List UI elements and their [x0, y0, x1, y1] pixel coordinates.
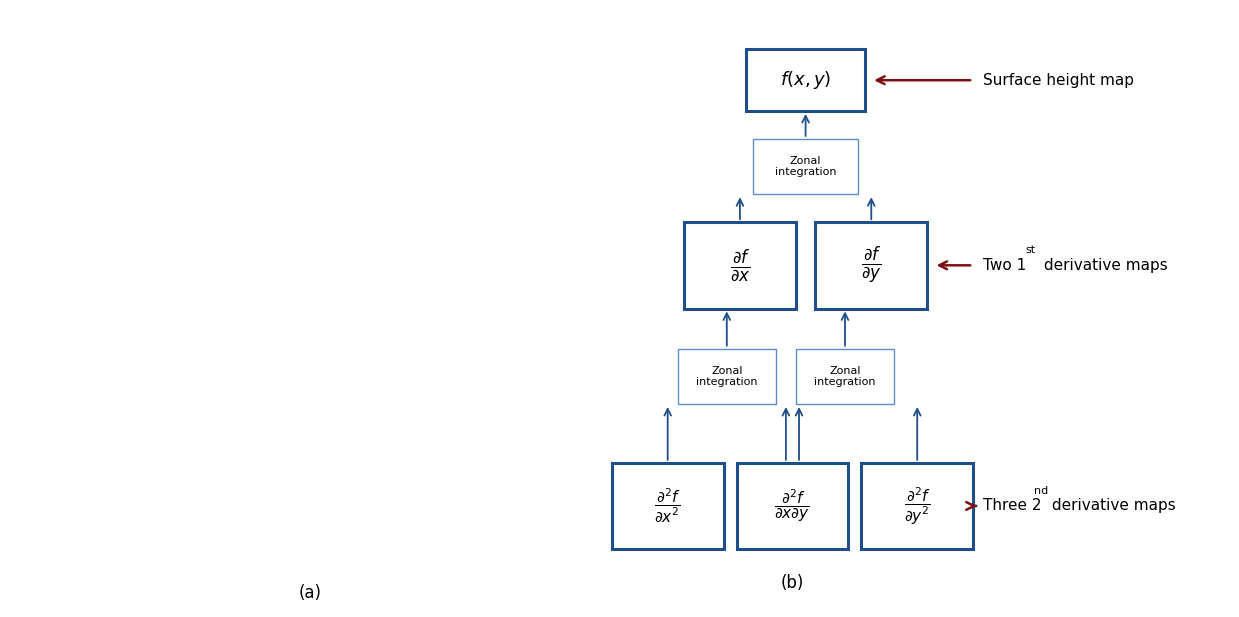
FancyBboxPatch shape — [612, 463, 724, 549]
FancyBboxPatch shape — [795, 349, 895, 404]
FancyBboxPatch shape — [861, 463, 973, 549]
Text: Three 2: Three 2 — [983, 499, 1042, 513]
Text: derivative maps: derivative maps — [1038, 258, 1167, 273]
FancyBboxPatch shape — [753, 139, 859, 194]
FancyBboxPatch shape — [746, 49, 865, 111]
Text: nd: nd — [1035, 486, 1048, 495]
Text: Surface height map: Surface height map — [983, 73, 1134, 88]
FancyBboxPatch shape — [678, 349, 776, 404]
Text: $\dfrac{\partial^2 f}{\partial x^2}$: $\dfrac{\partial^2 f}{\partial x^2}$ — [654, 487, 681, 525]
Text: $f(x,y)$: $f(x,y)$ — [779, 69, 831, 91]
Text: Two 1: Two 1 — [983, 258, 1026, 273]
Text: $\dfrac{\partial f}{\partial x}$: $\dfrac{\partial f}{\partial x}$ — [730, 247, 751, 283]
Text: derivative maps: derivative maps — [1047, 499, 1176, 513]
Text: Zonal
integration: Zonal integration — [814, 365, 876, 387]
Text: (b): (b) — [781, 574, 804, 592]
Text: Zonal
integration: Zonal integration — [774, 155, 836, 178]
Text: st: st — [1026, 245, 1036, 255]
Text: (a): (a) — [299, 584, 321, 602]
Text: Zonal
integration: Zonal integration — [696, 365, 757, 387]
FancyBboxPatch shape — [737, 463, 849, 549]
FancyBboxPatch shape — [684, 222, 795, 308]
Text: $\dfrac{\partial^2 f}{\partial x\partial y}$: $\dfrac{\partial^2 f}{\partial x\partial… — [774, 487, 810, 524]
Text: $\dfrac{\partial^2 f}{\partial y^2}$: $\dfrac{\partial^2 f}{\partial y^2}$ — [903, 486, 930, 526]
Text: $\dfrac{\partial f}{\partial y}$: $\dfrac{\partial f}{\partial y}$ — [861, 245, 882, 286]
FancyBboxPatch shape — [815, 222, 927, 308]
